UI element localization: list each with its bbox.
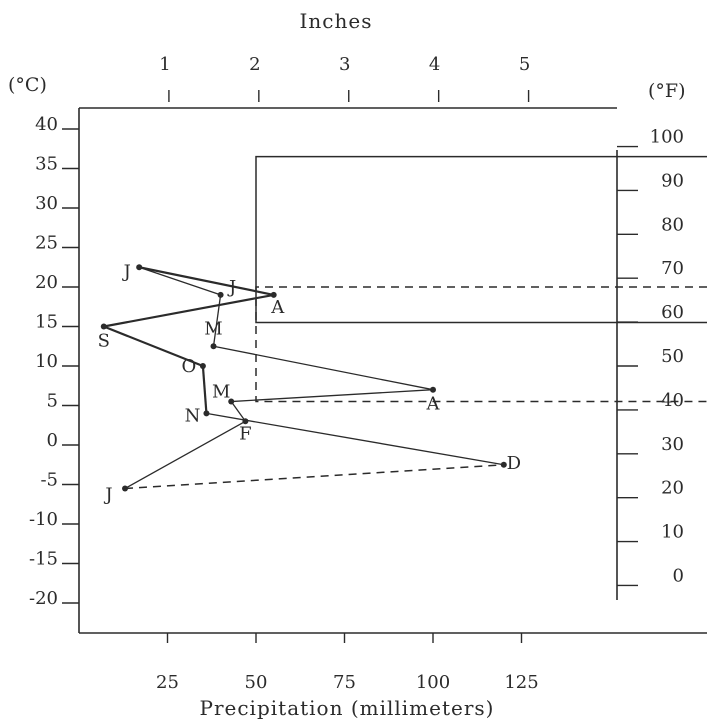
point-label: M [212,382,230,403]
y-tick-label-c: 20 [35,272,58,293]
y-tick-label-c: 5 [47,391,58,412]
y-tick-label-f: 90 [661,170,684,191]
series-segment [124,420,246,490]
point-label: M [204,318,222,339]
data-point [500,461,507,468]
y-tick-label-c: 15 [35,312,58,333]
y-tick-label-c: 0 [47,430,58,451]
data-point [242,418,249,425]
y-tick-label-c: 10 [35,351,58,372]
y-tick-label-f: 20 [661,478,684,499]
y-tick-label-c: -10 [29,509,58,530]
series-segment [103,293,274,328]
x2-tick-label: 1 [159,54,170,75]
x-tick-label: 125 [504,672,538,693]
series-segment [103,325,204,368]
data-point [199,363,206,369]
x-tick-label: 50 [245,672,268,693]
data-point [217,291,224,298]
y-tick-label-f: 50 [661,346,684,367]
data-point [430,386,436,393]
x-tick-label: 100 [416,672,450,693]
top-axis-title: Inches [300,9,373,33]
y-tick-label-c: -20 [29,588,58,609]
series-segment [206,412,504,466]
point-label: J [103,484,112,505]
y-tick-label-f: 70 [661,258,684,279]
point-label: J [227,277,236,298]
x2-tick-label: 4 [429,54,440,75]
y-tick-label-f: 30 [661,434,684,455]
series-segment [201,365,208,414]
y-tick-label-c: -15 [29,549,58,570]
point-label: S [98,331,110,352]
x2-tick-label: 5 [519,54,530,75]
bottom-axis-title: Precipitation (millimeters) [200,696,495,720]
y-tick-label-f: 60 [661,302,684,323]
data-point [122,485,129,492]
y-tick-label-f: 100 [650,127,684,148]
y-tick-label-f: 40 [661,390,684,411]
chart-axes: 4035302520151050-5-10-15-201009080706050… [29,54,707,693]
reference-lines [124,155,707,490]
series-segment [138,266,274,296]
point-label: F [239,423,252,444]
dashed-reference-box [255,286,707,403]
data-point [228,398,235,405]
series-segment [212,294,222,347]
point-label: N [185,405,201,426]
series-segment [213,345,434,391]
x-tick-label: 75 [333,672,356,693]
y-tick-label-f: 80 [661,214,684,235]
data-point [136,264,143,271]
y-tick-label-c: 25 [35,233,58,254]
left-axis-unit: (°C) [8,74,47,96]
solid-reference-box [255,155,707,324]
series-segment [138,266,221,296]
point-label: J [122,261,131,282]
series-segment [230,401,246,422]
y-tick-label-f: 0 [673,565,684,586]
x-tick-label: 25 [156,672,179,693]
y-tick-label-c: 30 [35,193,58,214]
data-point [210,343,217,350]
series-segment [231,389,434,403]
data-point [270,291,277,298]
x2-tick-label: 3 [339,54,350,75]
data-point [203,410,210,417]
point-label: A [426,394,441,415]
x2-tick-label: 2 [249,54,260,75]
dashed-winter-line [124,464,504,490]
y-tick-label-c: 35 [35,154,58,175]
point-label: D [507,453,521,474]
y-tick-label-c: 40 [35,114,58,135]
y-tick-label-f: 10 [661,522,684,543]
chart-labels: Inches Precipitation (millimeters) (°C) … [8,9,686,720]
right-axis-unit: (°F) [648,80,686,102]
point-label: O [182,356,197,377]
point-label: A [270,297,285,318]
y-tick-label-c: -5 [40,470,58,491]
data-point [100,323,107,330]
